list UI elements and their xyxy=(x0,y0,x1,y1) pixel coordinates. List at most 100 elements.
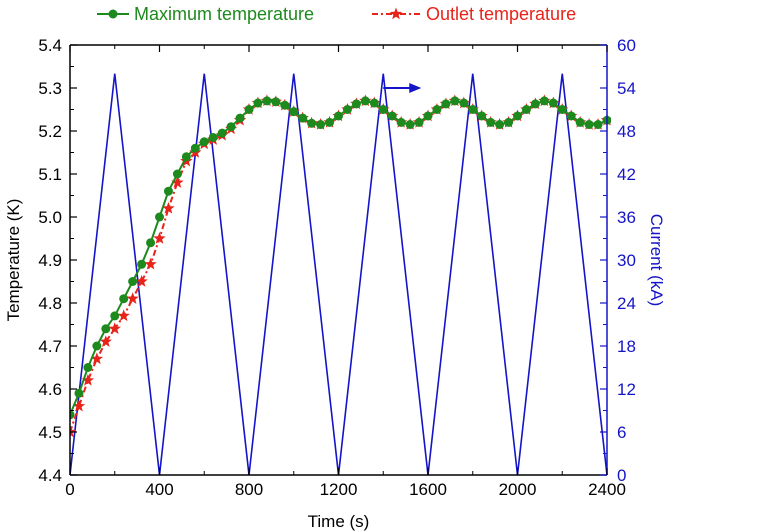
x-tick-label: 2400 xyxy=(588,480,626,499)
series-0-point xyxy=(226,122,236,132)
y-tick-label: 5.0 xyxy=(38,208,62,227)
x-tick-label: 1200 xyxy=(320,480,358,499)
series-1-point xyxy=(153,232,166,244)
axes-layer: 0 400 800 1200 1600 2000 2400 4.4 4.5 4.6 4.7 4.8 4.… xyxy=(38,36,636,499)
series-1-point xyxy=(108,322,121,335)
series-0-point xyxy=(468,105,478,114)
series-1 xyxy=(70,94,611,438)
series-0-point xyxy=(271,97,281,107)
y2-tick-label: 0 xyxy=(617,466,626,485)
series-0-point xyxy=(316,120,326,130)
y-tick-label: 4.8 xyxy=(38,294,62,313)
x-tick-label: 2000 xyxy=(499,480,537,499)
legend-label-0: Maximum temperature xyxy=(134,4,314,24)
series-0-point xyxy=(548,98,558,108)
series-1-point xyxy=(99,335,112,347)
series-0-point xyxy=(334,111,343,121)
series-0-point xyxy=(181,152,191,162)
series-1-point xyxy=(135,275,148,287)
series-0-point xyxy=(593,120,603,130)
series-0-point xyxy=(566,111,576,121)
series-0-point xyxy=(325,117,335,127)
annotation-arrow-head xyxy=(409,83,422,93)
series-0-point xyxy=(235,113,245,123)
y-tick-label: 5.1 xyxy=(38,165,62,184)
series-0-point xyxy=(289,107,299,117)
series-0-point xyxy=(298,113,308,123)
series-0-point xyxy=(557,105,567,114)
y-tick-label: 4.9 xyxy=(38,251,62,270)
series-0-point xyxy=(70,410,75,420)
y2-tick-label: 54 xyxy=(617,79,636,98)
y-axis-label: Temperature (K) xyxy=(4,199,23,322)
series-0-point xyxy=(450,96,460,106)
legend: Maximum temperature Outlet temperature xyxy=(97,4,576,24)
series-0-point xyxy=(253,98,263,108)
series-2-line xyxy=(70,73,608,476)
series-0-point xyxy=(110,311,120,321)
series-0-point xyxy=(351,99,361,109)
annotation-arrow-0 xyxy=(383,83,422,93)
series-1-point xyxy=(126,292,139,304)
x-tick-label: 800 xyxy=(235,480,263,499)
y-tick-label: 5.2 xyxy=(38,122,62,141)
series-1-point xyxy=(117,309,130,322)
series-0-point xyxy=(172,169,182,179)
series-0-point xyxy=(504,117,514,127)
series-0-point xyxy=(360,96,370,106)
y2-axis-label: Current (kA) xyxy=(647,214,666,307)
series-0-point xyxy=(387,111,397,121)
series-0-point xyxy=(342,105,352,114)
y-tick-label: 5.3 xyxy=(38,79,62,98)
y2-tick-label: 36 xyxy=(617,208,636,227)
series-1-point xyxy=(81,373,95,386)
x-tick-label: 1600 xyxy=(409,480,447,499)
x-axis-label: Time (s) xyxy=(308,512,370,531)
y2-tick-label: 6 xyxy=(617,423,626,442)
y-tick-label: 5.4 xyxy=(38,36,62,55)
series-0-point xyxy=(262,96,272,106)
legend-swatch-marker-1 xyxy=(389,7,403,20)
y-tick-label: 4.6 xyxy=(38,380,62,399)
series-0-point xyxy=(521,105,531,114)
series-0-point xyxy=(280,100,290,110)
legend-label-1: Outlet temperature xyxy=(426,4,576,24)
series-0-point xyxy=(396,117,406,127)
y2-tick-label: 18 xyxy=(617,337,636,356)
series-0-point xyxy=(432,105,442,114)
series-0-point xyxy=(74,388,84,398)
series-0-point xyxy=(199,137,209,147)
series-1-point xyxy=(90,352,104,365)
series-0-point xyxy=(163,186,173,196)
series-0-point xyxy=(378,105,388,114)
series-0-point xyxy=(405,120,415,130)
series-0-point xyxy=(584,120,594,130)
series-0-point xyxy=(101,324,111,334)
y2-tick-label: 24 xyxy=(617,294,636,313)
series-0-point xyxy=(137,259,147,269)
series-0-point xyxy=(369,98,379,108)
series-0-point xyxy=(441,99,451,109)
series-0-point xyxy=(307,118,317,128)
series-0-point xyxy=(477,111,487,121)
series-0-point xyxy=(92,341,102,351)
series-0-point xyxy=(119,294,129,304)
series-0 xyxy=(70,96,611,420)
series-0-point xyxy=(208,132,218,142)
series-0-point xyxy=(539,96,549,106)
x-tick-label: 0 xyxy=(65,480,74,499)
x-tick-label: 400 xyxy=(145,480,173,499)
series-1-point xyxy=(70,425,77,438)
series-0-point xyxy=(423,111,433,121)
series-1-point xyxy=(72,399,86,412)
series-layer xyxy=(70,73,611,476)
series-1-point xyxy=(144,257,157,270)
y2-tick-label: 42 xyxy=(617,165,636,184)
series-0-point xyxy=(530,99,540,109)
series-0-point xyxy=(146,238,156,248)
series-0-point xyxy=(414,117,424,127)
legend-swatch-marker-0 xyxy=(108,9,118,19)
y2-tick-label: 48 xyxy=(617,122,636,141)
series-0-point xyxy=(486,117,496,127)
series-1-point xyxy=(171,176,184,188)
